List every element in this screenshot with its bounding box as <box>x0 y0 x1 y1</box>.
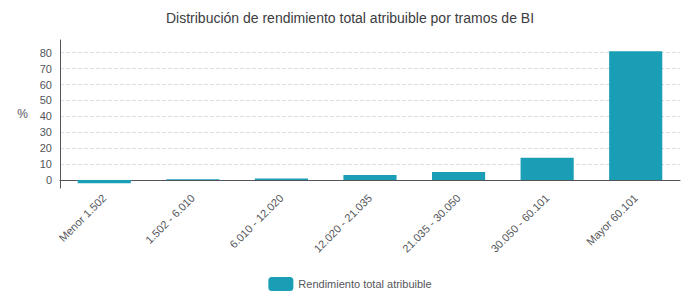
svg-text:Rendimiento total atribuible: Rendimiento total atribuible <box>298 278 431 290</box>
svg-text:Distribución de rendimiento to: Distribución de rendimiento total atribu… <box>166 10 534 26</box>
svg-text:80: 80 <box>40 47 52 59</box>
svg-text:Menor 1.502: Menor 1.502 <box>56 192 108 244</box>
svg-text:40: 40 <box>40 110 52 122</box>
svg-text:1.502 - 6.010: 1.502 - 6.010 <box>143 192 197 246</box>
svg-text:70: 70 <box>40 63 52 75</box>
svg-text:20: 20 <box>40 142 52 154</box>
svg-text:Mayor 60.101: Mayor 60.101 <box>584 192 640 248</box>
svg-text:21.035 - 30.050: 21.035 - 30.050 <box>400 192 463 255</box>
svg-text:%: % <box>17 107 28 121</box>
svg-text:6.010 - 12.020: 6.010 - 12.020 <box>227 192 286 251</box>
svg-text:50: 50 <box>40 94 52 106</box>
svg-text:12.020 - 21.035: 12.020 - 21.035 <box>311 192 374 255</box>
svg-text:60: 60 <box>40 79 52 91</box>
svg-text:0: 0 <box>46 174 52 186</box>
svg-text:30.050 - 60.101: 30.050 - 60.101 <box>488 192 551 255</box>
svg-text:10: 10 <box>40 158 52 170</box>
svg-text:30: 30 <box>40 126 52 138</box>
